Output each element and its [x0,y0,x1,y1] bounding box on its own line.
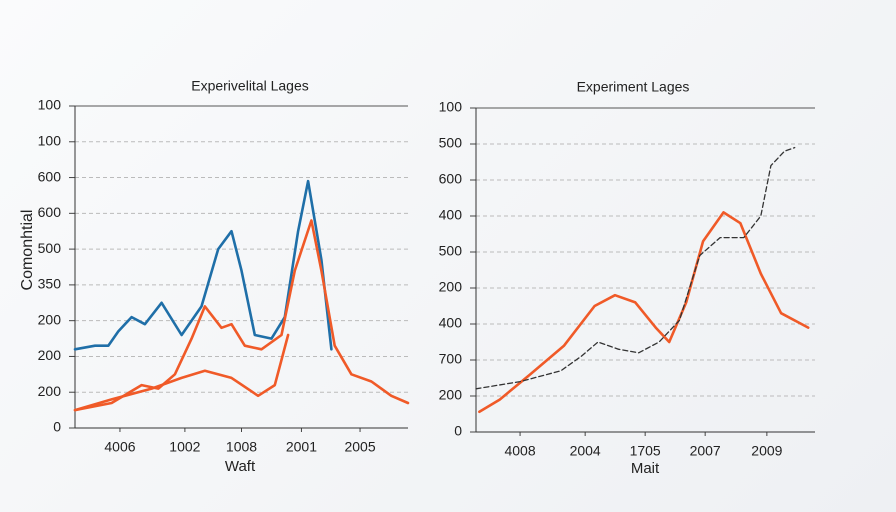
y-axis-label: Comonhtial [19,210,36,291]
x-tick-label: 2004 [570,443,601,459]
data-line [73,333,290,412]
x-tick-label: 1705 [630,443,661,459]
y-tick-label: 600 [38,204,62,220]
x-tick-label: 1008 [226,439,257,455]
x-axis-label: Mait [631,460,660,477]
y-tick-label: 700 [439,351,463,367]
y-tick-label: 0 [53,419,61,435]
y-tick-label: 500 [439,243,463,259]
y-tick-label: 400 [439,315,463,331]
y-tick-label: 200 [38,383,62,399]
y-tick-label: 100 [38,132,62,148]
y-tick-label: 200 [439,279,463,295]
y-tick-label: 500 [38,240,62,256]
x-tick-label: 4006 [104,439,135,455]
x-tick-label: 2005 [344,439,375,455]
y-tick-label: 100 [439,99,463,115]
chart-title: Experivelital Lages [191,78,309,94]
x-tick-label: 2009 [751,443,782,459]
y-tick-label: 0 [454,423,462,439]
y-tick-label: 600 [38,168,62,184]
y-tick-label: 100 [38,97,62,113]
x-tick-label: 4008 [504,443,535,459]
y-tick-label: 200 [38,347,62,363]
chart-title: Experiment Lages [577,79,690,95]
x-tick-label: 2001 [286,439,317,455]
data-line [478,211,810,414]
y-tick-label: 200 [439,387,463,403]
x-tick-label: 1002 [169,439,200,455]
y-tick-label: 400 [439,207,463,223]
y-tick-label: 200 [38,311,62,327]
y-tick-label: 500 [439,135,463,151]
data-line [475,146,796,390]
x-axis-label: Waft [225,458,256,475]
y-tick-label: 350 [38,276,62,292]
y-tick-label: 600 [439,171,463,187]
x-tick-label: 2007 [690,443,721,459]
data-line [73,179,333,351]
